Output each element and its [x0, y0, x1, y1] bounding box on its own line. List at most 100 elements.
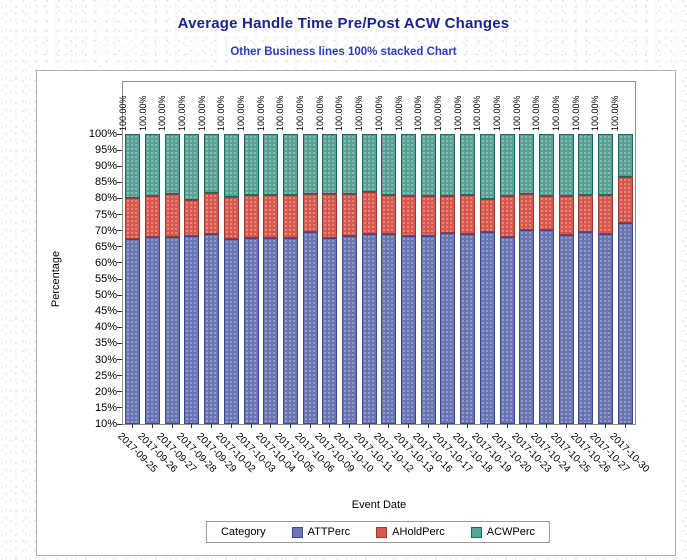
- legend-label: AHoldPerc: [392, 526, 445, 538]
- bar-segment-attperc: [282, 237, 298, 424]
- bar-segment-acwperc: [420, 134, 436, 197]
- y-tick-label: 60%: [94, 256, 117, 269]
- bar-segment-aholdperc: [184, 200, 200, 237]
- x-tick: [152, 424, 154, 428]
- bar-segment-acwperc: [578, 134, 594, 196]
- bar-segment-attperc: [145, 237, 161, 424]
- y-tick: [117, 197, 122, 199]
- bar-segment-aholdperc: [164, 194, 180, 238]
- y-tick: [117, 423, 122, 425]
- legend-label: ATTPerc: [307, 526, 351, 538]
- x-tick: [230, 424, 232, 428]
- bar-segment-aholdperc: [479, 198, 495, 232]
- y-tick: [117, 342, 122, 344]
- x-tick: [506, 424, 508, 428]
- y-tick-label: 55%: [94, 273, 117, 285]
- bar-total-label: 100.00%: [531, 95, 542, 131]
- bar-segment-attperc: [460, 234, 476, 424]
- bar-segment-aholdperc: [322, 194, 338, 239]
- bar-segment-attperc: [322, 238, 338, 424]
- bar-total-label: 100.00%: [275, 95, 286, 131]
- bar-segment-attperc: [538, 229, 554, 424]
- x-tick: [250, 424, 252, 428]
- bar-segment-attperc: [499, 237, 515, 424]
- bar-total-label: 100.00%: [216, 95, 227, 131]
- bar-segment-acwperc: [558, 134, 574, 197]
- bar-segment-aholdperc: [578, 195, 594, 232]
- x-tick: [585, 424, 587, 428]
- bar-segment-acwperc: [341, 134, 357, 195]
- bar-total-label: 100.00%: [393, 95, 404, 131]
- bar-segment-aholdperc: [440, 196, 456, 233]
- bar-segment-acwperc: [519, 134, 535, 195]
- bar-segment-aholdperc: [341, 194, 357, 237]
- bar-segment-aholdperc: [381, 195, 397, 235]
- bar-segment-acwperc: [440, 134, 456, 197]
- x-tick: [368, 424, 370, 428]
- bar-segment-attperc: [420, 236, 436, 424]
- bar-segment-aholdperc: [263, 195, 279, 239]
- bar-segment-aholdperc: [302, 194, 318, 232]
- bar-total-label: 100.00%: [314, 95, 325, 131]
- legend-label: ACWPerc: [486, 526, 536, 538]
- bar-total-label: 100.00%: [334, 95, 345, 131]
- legend-swatch-icon: [291, 526, 303, 538]
- y-tick-label: 75%: [94, 208, 117, 221]
- bar-total-label: 100.00%: [610, 95, 621, 131]
- bar-total-label: 100.00%: [432, 95, 443, 131]
- bar-segment-attperc: [204, 233, 220, 424]
- y-tick: [117, 149, 122, 151]
- bar-segment-acwperc: [361, 134, 377, 193]
- bar-segment-attperc: [558, 235, 574, 424]
- legend-item-acwperc: ACWPerc: [470, 526, 536, 538]
- y-tick: [117, 375, 122, 377]
- y-tick-label: 20%: [94, 385, 117, 398]
- legend-swatch-icon: [470, 526, 482, 538]
- bar-segment-attperc: [401, 236, 417, 424]
- y-tick-label: 90%: [94, 160, 117, 173]
- x-tick: [467, 424, 469, 428]
- x-tick: [604, 424, 606, 428]
- bar-segment-attperc: [361, 233, 377, 424]
- y-tick-label: 30%: [94, 353, 117, 366]
- bar-segment-attperc: [617, 223, 633, 424]
- bar-segment-attperc: [125, 238, 141, 424]
- y-tick: [117, 278, 122, 280]
- bar-segment-aholdperc: [538, 196, 554, 230]
- bar-total-label: 100.00%: [413, 95, 424, 131]
- x-tick: [624, 424, 626, 428]
- x-tick: [329, 424, 331, 428]
- bar-segment-aholdperc: [243, 195, 259, 238]
- x-axis-title: Event Date: [351, 499, 407, 511]
- x-tick: [545, 424, 547, 428]
- x-tick: [132, 424, 134, 428]
- bar-total-label: 100.00%: [452, 95, 463, 131]
- bar-segment-aholdperc: [223, 197, 239, 240]
- bar-segment-acwperc: [460, 134, 476, 196]
- bar-segment-acwperc: [597, 134, 613, 196]
- y-axis-title: Percentage: [50, 250, 62, 308]
- y-tick: [117, 407, 122, 409]
- bar-segment-acwperc: [243, 134, 259, 196]
- bar-segment-attperc: [578, 231, 594, 424]
- bar-total-label: 100.00%: [551, 95, 562, 131]
- bar-segment-aholdperc: [460, 195, 476, 235]
- y-tick: [117, 165, 122, 167]
- y-tick-label: 65%: [94, 240, 117, 253]
- y-tick: [117, 230, 122, 232]
- bar-segment-attperc: [597, 233, 613, 424]
- x-tick: [348, 424, 350, 428]
- bar-segment-aholdperc: [420, 196, 436, 237]
- y-tick: [117, 310, 122, 312]
- bar-segment-aholdperc: [499, 196, 515, 238]
- legend: Category ATTPerc AHoldPerc ACWPerc: [205, 521, 551, 543]
- y-tick-label: 45%: [94, 305, 117, 318]
- x-tick: [427, 424, 429, 428]
- y-tick-label: 35%: [94, 337, 117, 350]
- bar-segment-acwperc: [125, 134, 141, 199]
- legend-item-attperc: ATTPerc: [291, 526, 351, 538]
- bar-segment-acwperc: [145, 134, 161, 197]
- bar-total-label: 100.00%: [196, 95, 207, 131]
- x-tick: [270, 424, 272, 428]
